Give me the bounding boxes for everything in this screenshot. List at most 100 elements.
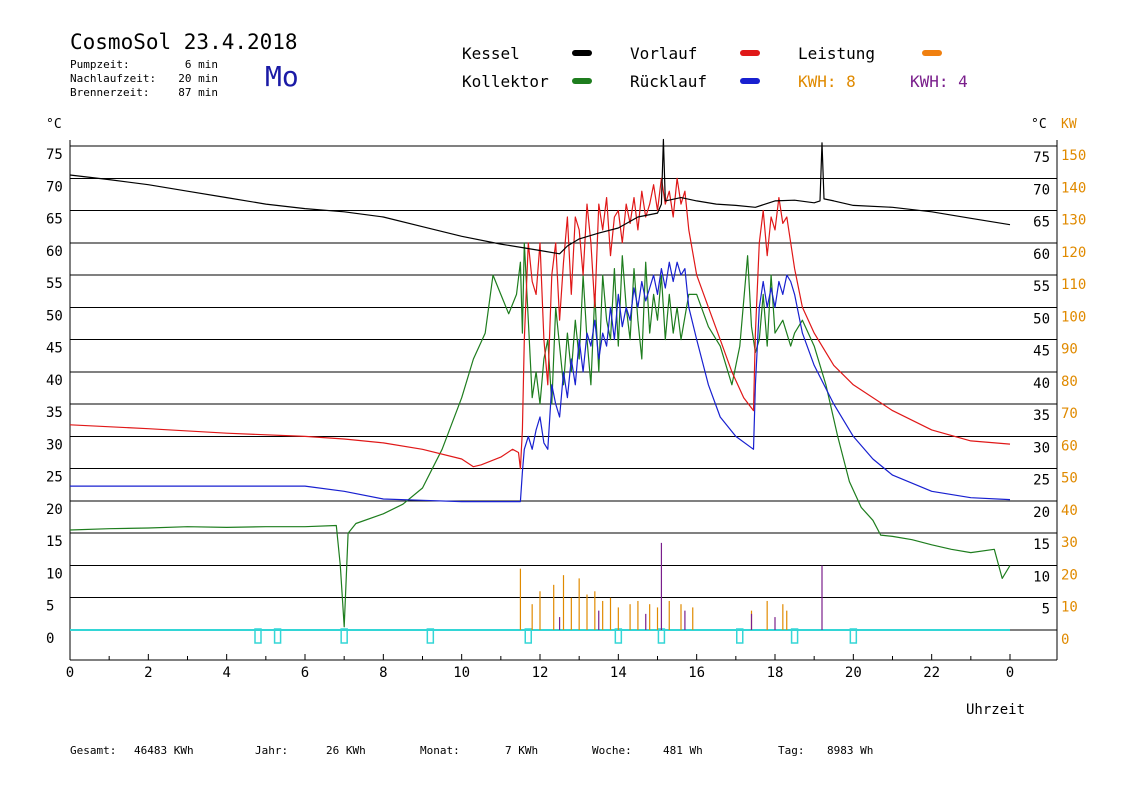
x-tick-3: 6 <box>301 665 309 681</box>
pump-marker-2 <box>340 628 348 644</box>
pump-marker-9 <box>849 628 858 644</box>
series-line-kollektor <box>69 242 1011 628</box>
y-axis-right-label: °C <box>1031 117 1047 132</box>
y-tick-right-55: 55 <box>1033 279 1050 295</box>
x-tick-9: 18 <box>767 665 784 681</box>
legend-leistung-label: Leistung <box>798 44 876 63</box>
y-tick-power-150: 150 <box>1061 148 1086 164</box>
x-tick-8: 16 <box>688 665 705 681</box>
y-axis-power-label: KW <box>1061 117 1077 132</box>
x-tick-6: 12 <box>532 665 549 681</box>
pump-marker-4 <box>524 628 532 644</box>
pump-marker-6 <box>657 628 666 644</box>
footer-jahr-label: Jahr: <box>255 744 289 757</box>
x-tick-1: 2 <box>144 665 152 681</box>
y-tick-power-60: 60 <box>1061 438 1078 454</box>
x-tick-2: 4 <box>222 665 230 681</box>
nachlaufzeit-value: 20 min <box>178 72 218 85</box>
legend-kollektor-label: Kollektor <box>462 72 549 91</box>
series-line-rücklauf <box>70 261 1011 503</box>
y-tick-power-50: 50 <box>1061 471 1078 487</box>
legend-kollektor-swatch <box>572 78 592 84</box>
pump-marker-0 <box>254 628 262 644</box>
y-tick-right-35: 35 <box>1033 408 1050 424</box>
series-line-vorlauf <box>69 177 1011 470</box>
pumpzeit-value: 6 min <box>184 58 218 71</box>
footer-tag-value: 8983 Wh <box>827 744 874 757</box>
nachlaufzeit-label: Nachlaufzeit: <box>70 72 157 85</box>
y-tick-power-120: 120 <box>1061 245 1086 261</box>
footer-gesamt-value: 46483 KWh <box>134 744 194 757</box>
y-tick-right-20: 20 <box>1033 505 1050 521</box>
x-tick-5: 10 <box>453 665 470 681</box>
legend-ruecklauf-swatch <box>740 78 760 84</box>
legend-ruecklauf-label: Rücklauf <box>630 72 708 91</box>
footer-gesamt-label: Gesamt: <box>70 744 117 757</box>
legend-vorlauf-swatch <box>740 50 760 56</box>
x-tick-4: 8 <box>379 665 387 681</box>
y-tick-left-55: 55 <box>46 276 63 292</box>
y-tick-power-30: 30 <box>1061 535 1078 551</box>
y-tick-right-5: 5 <box>1042 602 1050 618</box>
y-tick-power-100: 100 <box>1061 309 1086 325</box>
y-axis-left-label: °C <box>46 117 62 132</box>
y-tick-power-80: 80 <box>1061 374 1078 390</box>
y-tick-right-65: 65 <box>1033 215 1050 231</box>
y-tick-right-30: 30 <box>1033 440 1050 456</box>
y-tick-left-75: 75 <box>46 147 63 163</box>
footer-woche-value: 481 Wh <box>663 744 703 757</box>
pump-marker-8 <box>790 628 799 644</box>
y-tick-left-50: 50 <box>46 308 63 324</box>
y-tick-power-0: 0 <box>1061 632 1069 648</box>
pump-marker-7 <box>736 628 744 644</box>
footer-monat-label: Monat: <box>420 744 460 757</box>
y-tick-left-20: 20 <box>46 502 63 518</box>
y-tick-power-10: 10 <box>1061 600 1078 616</box>
brennerzeit-value: 87 min <box>178 86 218 99</box>
legend-leistung-swatch <box>922 50 942 56</box>
footer-monat-value: 7 KWh <box>505 744 539 757</box>
y-tick-right-60: 60 <box>1033 247 1050 263</box>
y-tick-right-50: 50 <box>1033 311 1050 327</box>
x-tick-0: 0 <box>66 665 74 681</box>
footer-jahr-value: 26 KWh <box>326 744 366 757</box>
y-tick-power-130: 130 <box>1061 213 1086 229</box>
weekday-label: Mo <box>265 60 299 93</box>
y-tick-left-5: 5 <box>46 599 54 615</box>
y-tick-right-45: 45 <box>1033 344 1050 360</box>
y-tick-left-0: 0 <box>46 631 54 647</box>
legend-kessel-swatch <box>572 50 592 56</box>
y-tick-left-35: 35 <box>46 405 63 421</box>
y-tick-power-140: 140 <box>1061 180 1086 196</box>
y-tick-power-20: 20 <box>1061 567 1078 583</box>
series-line-kessel <box>69 138 1011 255</box>
legend-vorlauf-label: Vorlauf <box>630 44 698 63</box>
x-tick-7: 14 <box>610 665 627 681</box>
y-tick-right-70: 70 <box>1033 182 1050 198</box>
y-tick-right-10: 10 <box>1033 569 1050 585</box>
y-tick-left-15: 15 <box>46 534 63 550</box>
y-tick-left-70: 70 <box>46 179 63 195</box>
y-tick-left-60: 60 <box>46 244 63 260</box>
x-tick-12: 0 <box>1006 665 1014 681</box>
legend-kwh-1: KWH: 8 <box>798 72 856 91</box>
y-tick-right-40: 40 <box>1033 376 1050 392</box>
legend-kessel-label: Kessel <box>462 44 520 63</box>
y-tick-left-45: 45 <box>46 341 63 357</box>
legend-kwh-2: KWH: 4 <box>910 72 968 91</box>
page-title: CosmoSol 23.4.2018 <box>70 30 298 54</box>
x-axis-label: Uhrzeit <box>966 702 1025 718</box>
brennerzeit-label: Brennerzeit: <box>70 86 150 99</box>
y-tick-power-90: 90 <box>1061 342 1078 358</box>
y-tick-left-25: 25 <box>46 470 63 486</box>
pump-marker-3 <box>426 628 435 644</box>
pump-marker-5 <box>614 628 623 644</box>
y-tick-left-40: 40 <box>46 373 63 389</box>
pumpzeit-label: Pumpzeit: <box>70 58 130 71</box>
footer-woche-label: Woche: <box>592 744 632 757</box>
pump-marker-1 <box>273 628 282 644</box>
x-tick-10: 20 <box>845 665 862 681</box>
x-tick-11: 22 <box>923 665 940 681</box>
y-tick-right-15: 15 <box>1033 537 1050 553</box>
